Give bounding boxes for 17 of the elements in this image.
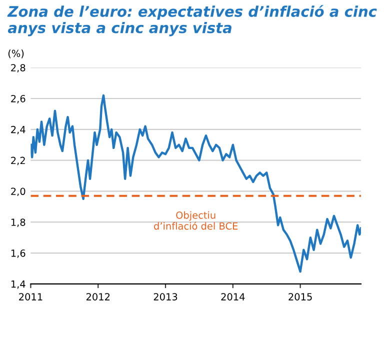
- y-tick-label: 1,6: [11, 249, 26, 258]
- y-tick-label: 2,4: [11, 126, 26, 134]
- y-tick-label: 2,6: [11, 94, 26, 104]
- line-series: [30, 94, 361, 273]
- x-tick-label: 2013: [154, 293, 178, 300]
- y-tick-label: 2,2: [11, 156, 25, 166]
- chart-title: Zona de l’euro: expectatives d’inflació a cinc anys vista a cinc anys vista: [7, 5, 377, 36]
- x-tick-label: 2012: [86, 293, 110, 300]
- y-tick-label: 1,8: [11, 218, 26, 227]
- y-axis-title: (%): [8, 50, 24, 58]
- y-tick-label: 2,8: [11, 64, 26, 72]
- x-tick-label: 2011: [19, 293, 42, 300]
- x-tick-label: 2015: [288, 293, 312, 300]
- y-tick-label: 2,0: [11, 188, 26, 196]
- ref-line-label: Objectiu d’inflació del BCE: [154, 211, 238, 230]
- y-tick-label: 1,4: [11, 280, 26, 289]
- x-tick-label: 2014: [221, 293, 245, 300]
